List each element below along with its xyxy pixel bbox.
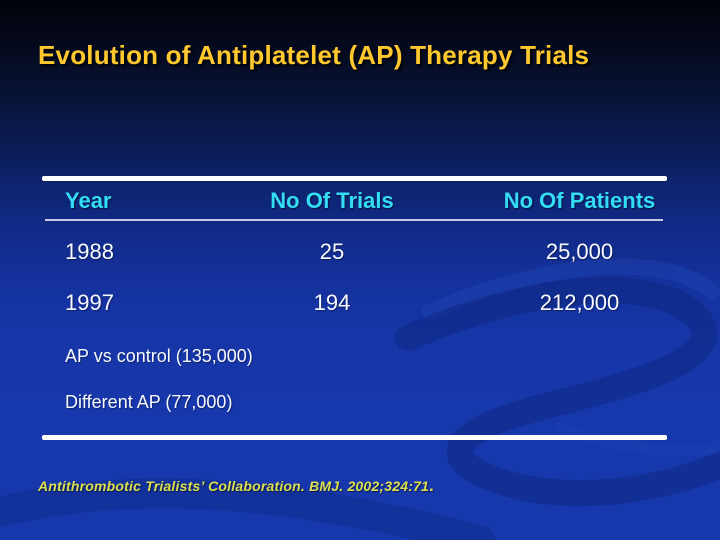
year-cell: 1997 <box>65 290 114 315</box>
table-row: 1988 25 25,000 <box>42 239 667 265</box>
citation: Antithrombotic Trialists’ Collaboration.… <box>38 477 434 495</box>
citation-text: Antithrombotic Trialists’ Collaboration.… <box>38 478 430 494</box>
table-header-row: Year No Of Trials No Of Patients <box>42 189 667 213</box>
note-ap-vs-control: AP vs control (135,000) <box>65 346 253 366</box>
patients-cell: 25,000 <box>545 239 614 264</box>
citation-period: . <box>429 476 434 495</box>
trials-table: Year No Of Trials No Of Patients 1988 25… <box>42 176 667 440</box>
table-header-rule <box>45 219 663 221</box>
table-row: 1997 194 212,000 <box>42 290 667 316</box>
header-cell-year: Year <box>65 188 112 213</box>
trials-cell: 194 <box>313 290 351 315</box>
note-different-ap: Different AP (77,000) <box>65 392 233 412</box>
table-top-rule <box>42 176 667 181</box>
patients-cell: 212,000 <box>539 290 620 315</box>
header-cell-patients: No Of Patients <box>503 188 656 213</box>
trials-cell: 25 <box>319 239 345 264</box>
slide-title: Evolution of Antiplatelet (AP) Therapy T… <box>38 40 590 70</box>
year-cell: 1988 <box>65 239 114 264</box>
table-bottom-rule <box>42 435 667 440</box>
header-cell-trials: No Of Trials <box>270 188 394 213</box>
